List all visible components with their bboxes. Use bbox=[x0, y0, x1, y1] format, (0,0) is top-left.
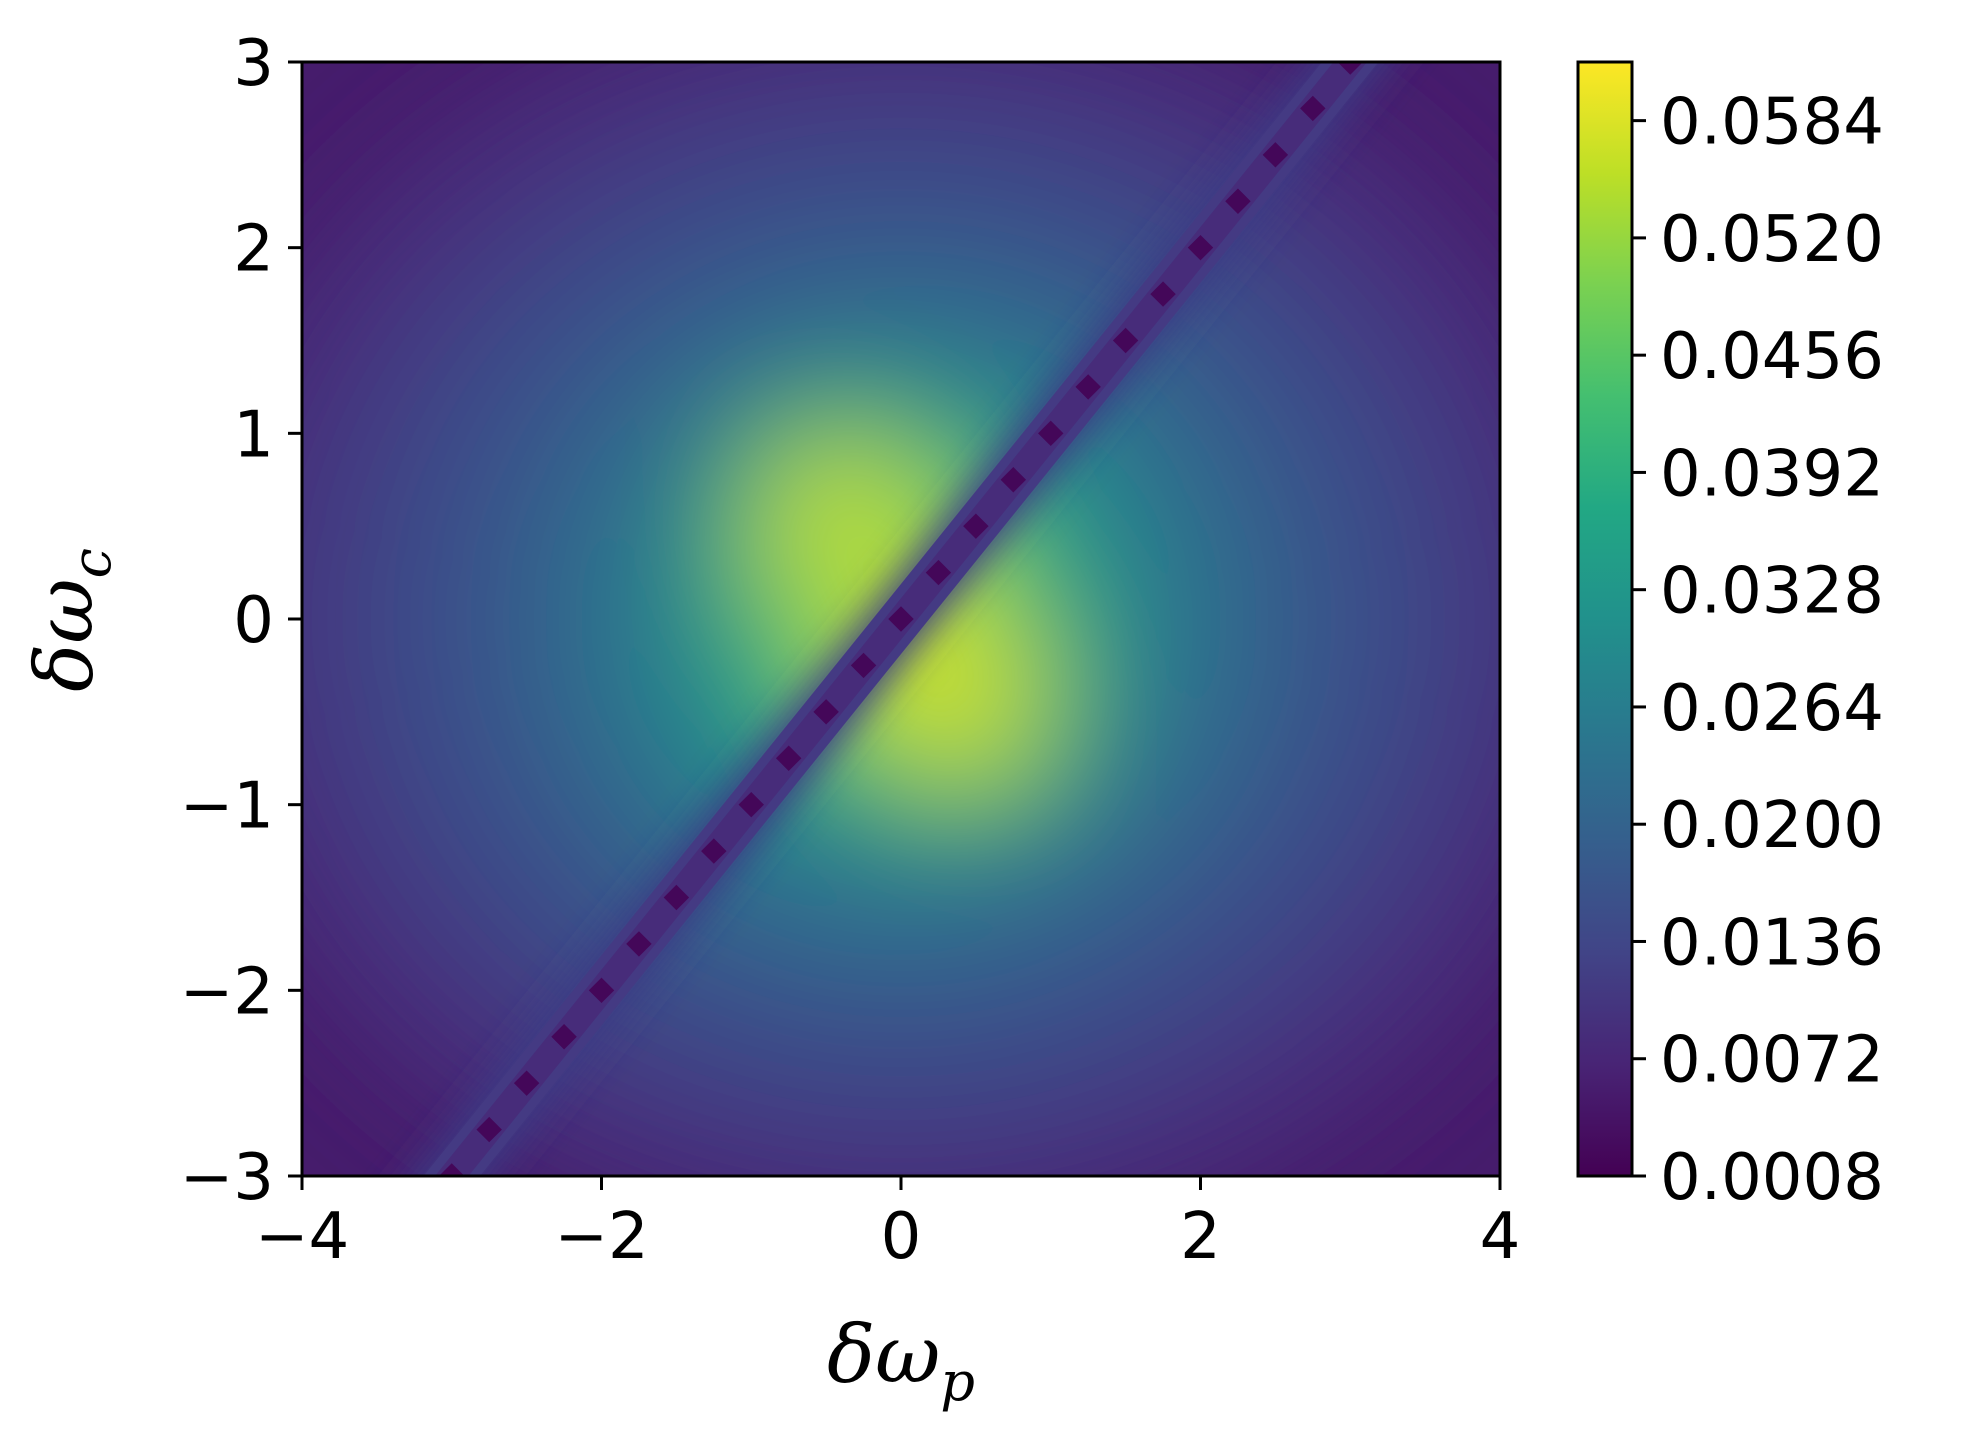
diagonal-marker bbox=[1000, 467, 1027, 493]
diagonal-marker bbox=[850, 652, 877, 679]
colorbar-tick-label: 0.0200 bbox=[1660, 789, 1884, 863]
diagonal-marker bbox=[813, 699, 839, 725]
diagonal-marker bbox=[588, 977, 615, 1004]
diagonal-marker bbox=[775, 745, 802, 771]
diagonal-marker bbox=[963, 513, 989, 539]
colorbar-tick-label: 0.0008 bbox=[1660, 1141, 1884, 1215]
colorbar-tick-label: 0.0072 bbox=[1660, 1024, 1884, 1098]
colorbar-gradient bbox=[1578, 62, 1632, 1176]
y-axis-label: δωc bbox=[18, 548, 123, 692]
x-tick-label: −4 bbox=[255, 1200, 349, 1274]
diagonal-marker bbox=[626, 931, 652, 957]
x-tick-label: 2 bbox=[1180, 1200, 1221, 1274]
y-tick-label: 3 bbox=[233, 27, 274, 101]
colorbar-ticks: 0.0008 0.0072 0.0136 0.0200 0.0264 0.0328 0.03… bbox=[1632, 86, 1884, 1215]
x-axis: −4 −2 0 2 4 bbox=[255, 1176, 1521, 1274]
diagonal-marker bbox=[738, 791, 764, 818]
y-tick-label: 1 bbox=[233, 398, 274, 472]
y-axis: −3 −2 −1 0 1 2 3 bbox=[180, 27, 302, 1215]
colorbar-tick-label: 0.0456 bbox=[1660, 320, 1884, 394]
y-tick-label: 2 bbox=[233, 213, 274, 287]
x-tick-label: 4 bbox=[1480, 1200, 1521, 1274]
diagonal-marker bbox=[701, 838, 727, 864]
plot-area bbox=[300, 60, 1502, 1178]
x-tick-label: −2 bbox=[554, 1200, 648, 1274]
heatmap-image bbox=[302, 62, 1500, 1176]
diagonal-marker bbox=[925, 559, 952, 586]
diagonal-marker bbox=[663, 884, 690, 911]
colorbar-tick-label: 0.0392 bbox=[1660, 437, 1884, 511]
colorbar-tick-label: 0.0328 bbox=[1660, 555, 1884, 629]
y-tick-label: −3 bbox=[180, 1141, 274, 1215]
y-tick-label: 0 bbox=[233, 584, 274, 658]
colorbar-tick-label: 0.0264 bbox=[1660, 672, 1884, 746]
colorbar-tick-label: 0.0136 bbox=[1660, 906, 1884, 980]
y-tick-label: −2 bbox=[180, 955, 274, 1029]
y-tick-label: −1 bbox=[180, 770, 274, 844]
colorbar-tick-label: 0.0520 bbox=[1660, 203, 1884, 277]
diagonal-marker bbox=[888, 606, 914, 632]
colorbar: 0.0008 0.0072 0.0136 0.0200 0.0264 0.0328 0.03… bbox=[1576, 60, 1884, 1215]
colorbar-frame bbox=[1576, 60, 1634, 1178]
x-tick-label: 0 bbox=[881, 1200, 922, 1274]
colorbar-tick-label: 0.0584 bbox=[1660, 86, 1884, 160]
x-axis-label: δωp bbox=[827, 1308, 975, 1413]
